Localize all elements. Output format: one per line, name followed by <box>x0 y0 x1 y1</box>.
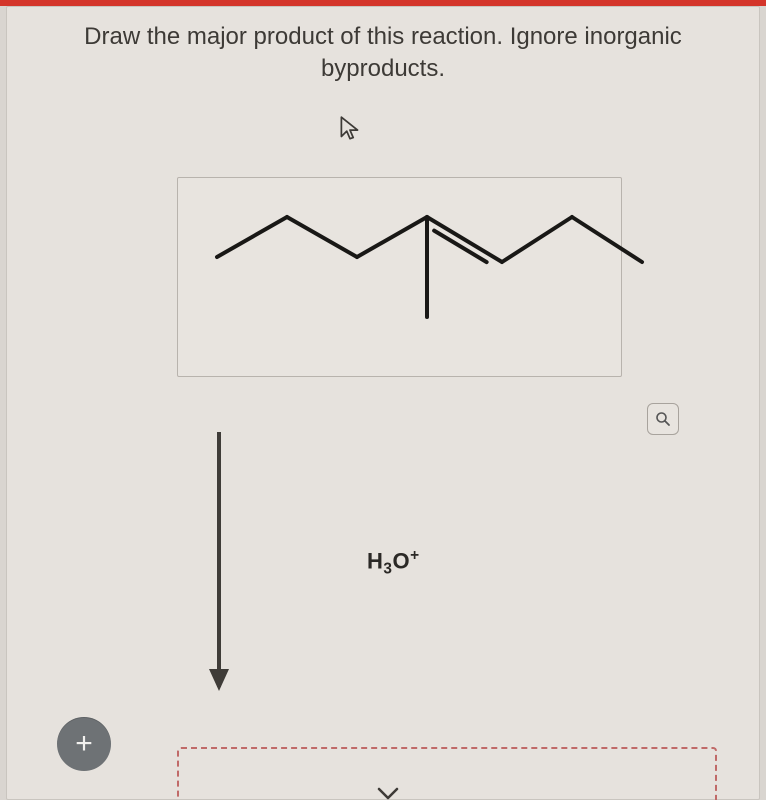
zoom-button[interactable] <box>647 403 679 435</box>
add-structure-button[interactable]: + <box>57 717 111 771</box>
reagent-sup: + <box>410 547 420 564</box>
question-prompt: Draw the major product of this reaction.… <box>7 21 759 86</box>
reaction-arrow <box>199 427 239 707</box>
reagent-h: H <box>367 548 383 573</box>
plus-icon: + <box>75 727 93 761</box>
reagent-o: O <box>392 548 410 573</box>
reagent-label: H3O+ <box>367 547 420 579</box>
product-drop-zone[interactable] <box>177 747 717 800</box>
chevron-down-icon <box>377 787 399 800</box>
question-panel: Draw the major product of this reaction.… <box>6 6 760 800</box>
cursor-icon <box>339 115 361 143</box>
magnifier-icon <box>655 411 671 427</box>
reactant-skeletal-drawing <box>157 167 657 427</box>
